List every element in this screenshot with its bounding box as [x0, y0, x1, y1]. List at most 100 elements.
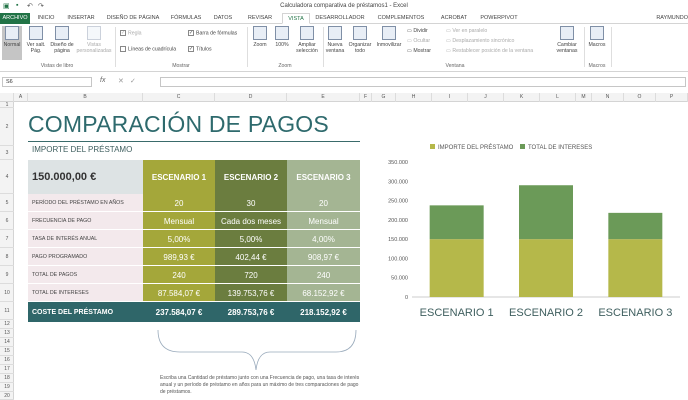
payment-frequency-scenario-3[interactable]: Mensual [287, 212, 360, 230]
tab-acrobat[interactable]: ACROBAT [440, 15, 468, 21]
column-header-h[interactable]: H [396, 93, 432, 102]
formula-input[interactable] [160, 77, 686, 87]
scenario-3-header[interactable]: ESCENARIO 3 [287, 160, 360, 194]
freeze-panes-button[interactable]: Inmovilizar [374, 26, 404, 60]
tab-inicio[interactable]: INICIO [37, 15, 55, 21]
headings-checkbox[interactable]: ✓ Títulos [188, 46, 212, 53]
row-header-19[interactable]: 19 [0, 383, 14, 392]
gridlines-checkbox[interactable]: Líneas de cuadrícula [120, 46, 176, 52]
row-header-16[interactable]: 16 [0, 356, 14, 365]
scheduled-payment-scenario-3[interactable]: 908,97 € [287, 248, 360, 266]
row-header-11[interactable]: 11 [0, 302, 14, 320]
row-header-8[interactable]: 8 [0, 248, 14, 266]
formula-bar-checkbox[interactable]: ✓ Barra de fórmulas [188, 30, 238, 37]
column-header-k[interactable]: K [504, 93, 540, 102]
tab-datos[interactable]: DATOS [213, 15, 233, 21]
unhide-button[interactable]: ▭ Mostrar [407, 48, 431, 54]
column-header-i[interactable]: I [432, 93, 468, 102]
hide-button[interactable]: ▭ Ocultar [407, 38, 431, 44]
loan-cost-scenario-2[interactable]: 289.753,76 € [215, 302, 287, 322]
row-header-14[interactable]: 14 [0, 338, 14, 347]
tab-complementos[interactable]: COMPLEMENTOS [377, 15, 425, 21]
fx-icon[interactable]: fx [100, 77, 106, 84]
row-header-17[interactable]: 17 [0, 365, 14, 374]
row-header-9[interactable]: 9 [0, 266, 14, 284]
row-header-2[interactable]: 2 [0, 108, 14, 146]
loan-term-scenario-1[interactable]: 20 [143, 194, 215, 212]
column-header-e[interactable]: E [287, 93, 360, 102]
column-header-d[interactable]: D [215, 93, 287, 102]
undo-icon[interactable]: ↶ [27, 3, 33, 10]
row-header-15[interactable]: 15 [0, 347, 14, 356]
row-header-12[interactable]: 12 [0, 320, 14, 329]
row-header-13[interactable]: 13 [0, 329, 14, 338]
row-header-7[interactable]: 7 [0, 230, 14, 248]
row-header-20[interactable]: 20 [0, 392, 14, 400]
page-layout-button[interactable]: Diseño de página [50, 26, 74, 60]
custom-views-button[interactable]: Vistas personalizadas [76, 26, 112, 60]
total-interest-scenario-3[interactable]: 68.152,92 € [287, 284, 360, 302]
column-header-m[interactable]: M [576, 93, 592, 102]
cancel-icon[interactable]: ✕ [118, 78, 124, 85]
total-payments-scenario-1[interactable]: 240 [143, 266, 215, 284]
tab-powerpivot[interactable]: POWERPIVOT [480, 15, 518, 21]
column-header-c[interactable]: C [143, 93, 215, 102]
payment-frequency-scenario-1[interactable]: Mensual [143, 212, 215, 230]
column-header-g[interactable]: G [372, 93, 396, 102]
sync-scroll-button[interactable]: ▭ Desplazamiento sincrónico [446, 38, 515, 44]
page-break-button[interactable]: Ver salt. Pág. [24, 26, 48, 60]
scheduled-payment-scenario-1[interactable]: 989,93 € [143, 248, 215, 266]
side-by-side-button[interactable]: ▭ Ver en paralelo [446, 28, 488, 34]
tab-insertar[interactable]: INSERTAR [67, 15, 95, 21]
zoom-selection-button[interactable]: Ampliar selección [294, 26, 320, 60]
save-icon[interactable]: ▪ [16, 2, 19, 9]
tab-revisar[interactable]: REVISAR [247, 15, 273, 21]
redo-icon[interactable]: ↷ [38, 3, 44, 10]
new-window-button[interactable]: Nueva ventana [324, 26, 346, 60]
interest-rate-scenario-2[interactable]: 5,00% [215, 230, 287, 248]
column-header-b[interactable]: B [28, 93, 143, 102]
column-header-j[interactable]: J [468, 93, 504, 102]
name-box[interactable]: S6 [2, 77, 92, 87]
loan-term-scenario-2[interactable]: 30 [215, 194, 287, 212]
macros-button[interactable]: Macros [586, 26, 608, 60]
tab-formulas[interactable]: FÓRMULAS [170, 15, 202, 21]
scenario-2-header[interactable]: ESCENARIO 2 [215, 160, 287, 194]
payment-frequency-scenario-2[interactable]: Cada dos meses [215, 212, 287, 230]
loan-term-scenario-3[interactable]: 20 [287, 194, 360, 212]
interest-rate-scenario-1[interactable]: 5,00% [143, 230, 215, 248]
loan-cost-scenario-3[interactable]: 218.152,92 € [287, 302, 360, 322]
loan-cost-scenario-1[interactable]: 237.584,07 € [143, 302, 215, 322]
column-header-f[interactable]: F [360, 93, 372, 102]
scheduled-payment-scenario-2[interactable]: 402,44 € [215, 248, 287, 266]
column-header-a[interactable]: A [14, 93, 28, 102]
row-header-5[interactable]: 5 [0, 194, 14, 212]
tab-vista[interactable]: VISTA [282, 13, 310, 24]
reset-position-button[interactable]: ▭ Restablecer posición de la ventana [446, 48, 534, 54]
select-all-corner[interactable] [0, 93, 14, 102]
split-button[interactable]: ▭ Dividir [407, 28, 428, 34]
total-payments-scenario-2[interactable]: 720 [215, 266, 287, 284]
row-header-18[interactable]: 18 [0, 374, 14, 383]
scenario-1-header[interactable]: ESCENARIO 1 [143, 160, 215, 194]
switch-windows-button[interactable]: Cambiar ventanas [552, 26, 582, 60]
zoom-100-button[interactable]: 100% [272, 26, 292, 60]
normal-view-button[interactable]: Normal [2, 26, 22, 60]
loan-amount-cell[interactable]: 150.000,00 € [28, 160, 143, 194]
tab-archivo[interactable]: ARCHIVO [0, 13, 30, 24]
row-header-6[interactable]: 6 [0, 212, 14, 230]
row-header-1[interactable]: 1 [0, 102, 14, 108]
arrange-all-button[interactable]: Organizar todo [348, 26, 372, 60]
user-name[interactable]: RAYMUNDO [656, 15, 688, 21]
column-header-l[interactable]: L [540, 93, 576, 102]
row-header-3[interactable]: 3 [0, 146, 14, 160]
column-header-o[interactable]: O [624, 93, 656, 102]
interest-rate-scenario-3[interactable]: 4,00% [287, 230, 360, 248]
total-payments-scenario-3[interactable]: 240 [287, 266, 360, 284]
enter-icon[interactable]: ✓ [130, 78, 136, 85]
tab-diseno-pagina[interactable]: DISEÑO DE PÁGINA [106, 15, 160, 21]
loan-cost-chart[interactable]: IMPORTE DEL PRÉSTAMO TOTAL DE INTERESES 0 5… [370, 140, 688, 330]
zoom-button[interactable]: Zoom [250, 26, 270, 60]
tab-desarrollador[interactable]: DESARROLLADOR [315, 15, 365, 21]
row-header-10[interactable]: 10 [0, 284, 14, 302]
